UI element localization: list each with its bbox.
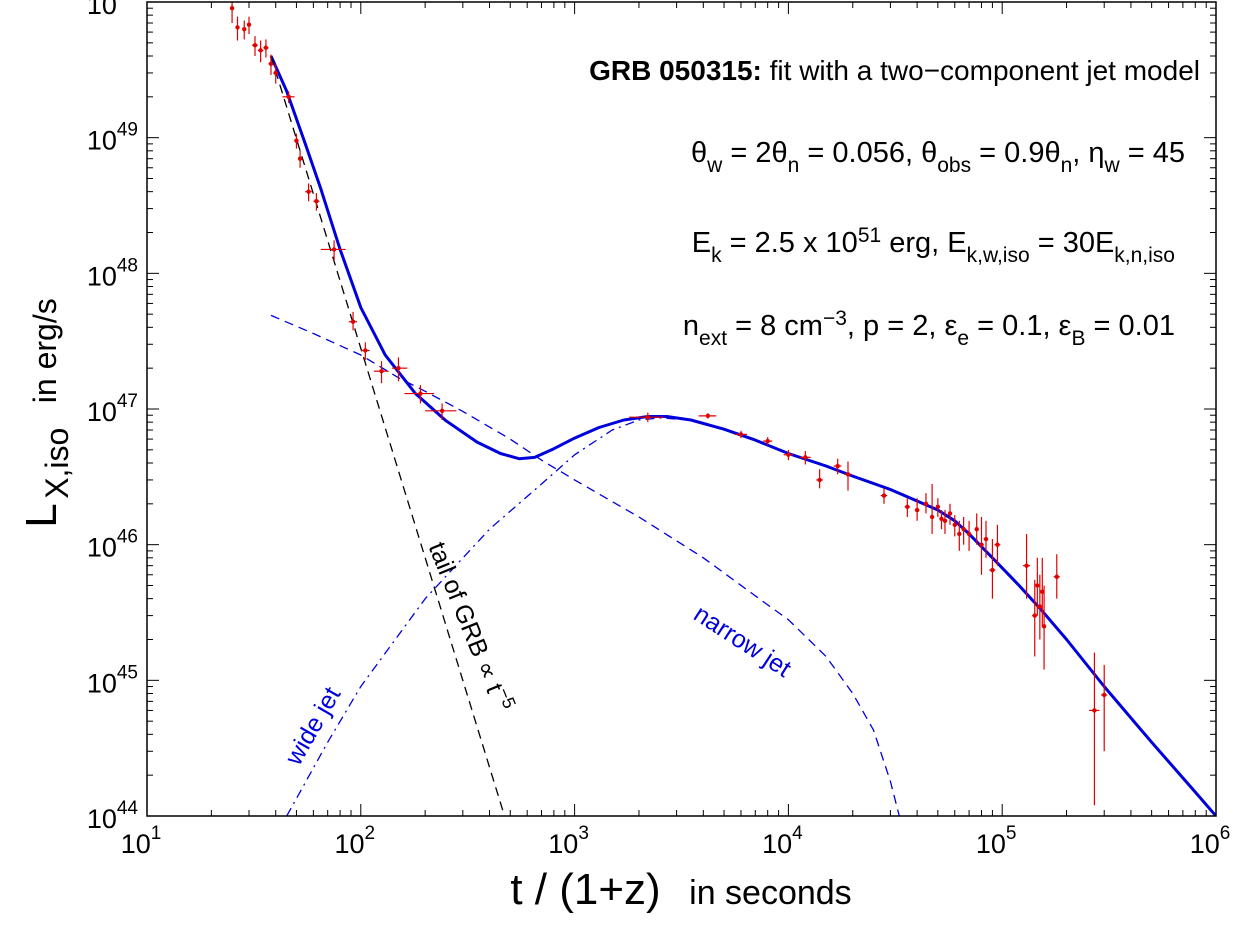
data-point (783, 449, 793, 461)
data-point (923, 493, 929, 514)
data-point (762, 437, 773, 446)
data-point (929, 484, 935, 534)
data-point (360, 342, 370, 360)
x-tick-label: 105 (976, 823, 1017, 859)
y-tick-label: 1050 (87, 0, 138, 20)
y-axis-label-base: L (17, 503, 66, 527)
data-point (1040, 557, 1045, 627)
y-axis-label-sub: X,iso (39, 428, 75, 499)
data-point (263, 39, 269, 58)
data-point (935, 498, 941, 517)
series-solid-0 (269, 55, 1216, 816)
data-point (282, 91, 295, 104)
data-point (1035, 557, 1040, 616)
y-tick-label: 1045 (87, 662, 138, 698)
data-point (844, 461, 852, 491)
parameter-line-3: next = 8 cm−3, p = 2, εe = 0.1, εB = 0.0… (683, 307, 1175, 350)
data-points (229, 2, 1108, 806)
data-point (833, 458, 842, 475)
data-point (1041, 585, 1047, 670)
data-point (392, 357, 408, 382)
data-point (994, 524, 1001, 566)
data-point (880, 488, 888, 504)
axis-ticks (146, 1, 1217, 817)
data-point (320, 240, 346, 261)
y-tick-label: 1048 (87, 255, 138, 291)
data-point (273, 63, 279, 84)
data-point (799, 451, 811, 465)
data-point (1053, 554, 1060, 599)
data-point (404, 385, 435, 404)
data-point (1037, 574, 1043, 640)
data-point (1022, 533, 1031, 599)
data-point (904, 498, 910, 517)
data-point (979, 516, 984, 575)
data-point (961, 516, 966, 545)
data-point (1032, 579, 1038, 657)
tick-labels: 101 102 103 104 105 106 1044 1045 1046 1047 1048 10… (87, 0, 1231, 859)
y-tick-label: 1046 (87, 527, 138, 563)
data-point (952, 515, 957, 537)
y-axis-label: L X,iso in erg/s (17, 298, 75, 527)
series-dash-1 (270, 314, 900, 816)
data-point (734, 430, 747, 439)
data-point (966, 520, 972, 551)
data-point (974, 513, 979, 545)
series-dash-3 (270, 55, 506, 816)
x-axis-label-main: t / (1+z) (510, 865, 660, 914)
series-dashdot-2 (286, 417, 691, 816)
data-point (698, 413, 717, 419)
data-point (305, 183, 312, 202)
data-point (947, 503, 953, 525)
data-point (957, 520, 962, 551)
data-point (313, 193, 320, 211)
y-tick-label: 1044 (87, 798, 139, 834)
y-axis-label-suffix: in erg/s (27, 298, 63, 403)
data-point (942, 510, 948, 534)
parameter-line-2: Ek = 2.5 x 1051 erg, Ek,w,iso = 30Ek,n,i… (692, 224, 1175, 267)
x-axis-label: t / (1+z) in seconds (510, 865, 851, 914)
x-tick-label: 102 (334, 823, 375, 859)
x-tick-label: 106 (1190, 823, 1231, 859)
data-point (1089, 652, 1100, 806)
data-point (235, 16, 240, 41)
data-point (989, 539, 996, 599)
data-point (629, 412, 664, 423)
data-point (268, 54, 274, 75)
chart-title-rest: fit with a two−component jet model (762, 55, 1200, 86)
data-point (983, 520, 989, 558)
y-tick-label: 1047 (87, 391, 138, 427)
data-point (373, 361, 389, 384)
parameter-line-1: θw = 2θn = 0.056, θobs = 0.9θn, ηw = 45 (691, 137, 1185, 177)
data-point (242, 20, 247, 40)
data-point (294, 133, 299, 149)
y-tick-label: 1049 (87, 120, 138, 156)
data-point (229, 2, 235, 24)
model-curves (269, 55, 1216, 816)
data-point (246, 16, 252, 35)
data-point (252, 36, 258, 56)
chart-title: GRB 050315: fit with a two−component jet… (589, 55, 1200, 86)
data-point (939, 510, 944, 530)
x-axis-label-suffix: in seconds (689, 874, 852, 912)
data-point (914, 498, 920, 521)
x-tick-label: 104 (762, 823, 803, 859)
data-point (1101, 664, 1108, 752)
data-point (816, 469, 823, 489)
x-tick-label: 103 (548, 823, 589, 859)
data-point (297, 150, 303, 168)
chart-title-bold: GRB 050315: (589, 55, 762, 86)
x-tick-label: 101 (121, 823, 162, 859)
data-point (257, 40, 264, 63)
data-point (348, 311, 358, 331)
data-point (425, 403, 457, 420)
